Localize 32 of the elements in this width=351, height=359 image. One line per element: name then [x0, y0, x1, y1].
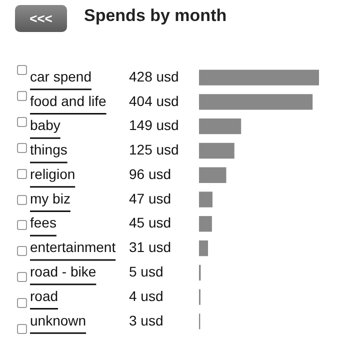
- y-tick-label: religion: [30, 166, 76, 182]
- y-tick-label: baby: [30, 117, 60, 134]
- back-button: <<<: [15, 5, 67, 32]
- bar: [199, 94, 313, 110]
- y-tick-label: fees: [30, 214, 56, 231]
- data-label: 149 usd: [129, 117, 179, 134]
- data-label: 404 usd: [129, 92, 179, 109]
- y-tick-label: road: [30, 288, 58, 304]
- data-label: 31 usd: [129, 239, 172, 256]
- y-tick-label: unknown: [30, 312, 86, 328]
- data-label: 428 usd: [129, 68, 179, 84]
- data-label: 47 usd: [129, 190, 172, 206]
- bar: [199, 142, 234, 159]
- bar: [199, 118, 242, 134]
- data-label: 3 usd: [129, 312, 164, 328]
- data-label: 5 usd: [129, 264, 164, 280]
- bar: [199, 216, 212, 232]
- bar: [199, 70, 319, 86]
- bar: [199, 240, 208, 256]
- y-tick-label: road - bike: [30, 264, 96, 280]
- y-tick-label: food and life: [30, 92, 106, 109]
- y-tick-label: things: [30, 142, 68, 158]
- y-tick-label: car spend: [30, 68, 92, 84]
- data-label: 45 usd: [129, 214, 172, 231]
- chart-title: Spends by month: [84, 5, 227, 27]
- data-label: 4 usd: [129, 288, 164, 304]
- data-label: 125 usd: [129, 142, 179, 158]
- y-tick-label: entertainment: [30, 239, 116, 256]
- data-label: 96 usd: [129, 166, 172, 182]
- y-tick-label: my biz: [30, 190, 70, 206]
- bar: [199, 192, 213, 208]
- bar: [199, 167, 226, 183]
